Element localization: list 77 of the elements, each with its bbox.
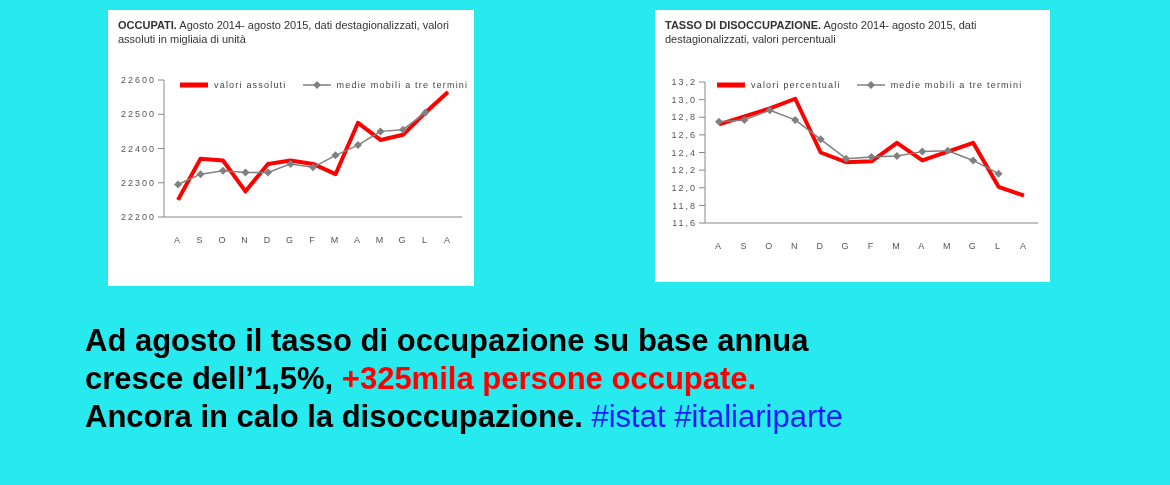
x-tick-label: A (1019, 241, 1029, 252)
y-tick-label: 22200 (120, 212, 156, 223)
text: Ad agosto il tasso di occupazione su base annua (85, 323, 809, 358)
x-tick-label: A (353, 235, 363, 246)
x-tick-label: D (263, 235, 273, 246)
point (354, 141, 362, 150)
point (174, 180, 182, 189)
chart-title: OCCUPATI. (118, 19, 177, 31)
y-tick-label: 12,6 (671, 130, 697, 141)
chart-title: TASSO DI DISOCCUPAZIONE. (665, 19, 822, 31)
point (842, 154, 851, 163)
y-tick-label: 11,8 (672, 200, 697, 211)
y-tick-label: 13,2 (671, 77, 697, 88)
point (219, 166, 227, 175)
x-tick-label: G (285, 235, 296, 246)
x-tick-label: O (765, 241, 775, 252)
x-tick-label: F (867, 241, 876, 252)
y-tick-label: 22300 (120, 177, 156, 188)
point (264, 168, 272, 177)
x-tick-label: G (841, 241, 851, 252)
x-tick-label: D (816, 241, 825, 252)
x-tick-label: L (995, 241, 1003, 252)
point (309, 163, 317, 172)
y-tick-label: 13,0 (671, 94, 697, 105)
point (286, 159, 295, 168)
point (791, 115, 800, 124)
y-tick-label: 12,8 (671, 112, 697, 123)
point (867, 152, 876, 161)
x-tick-label: N (241, 235, 250, 246)
legend-label: medie mobili a tre termini (890, 80, 1023, 90)
point (918, 147, 927, 156)
point (816, 135, 825, 144)
line-series (176, 89, 450, 202)
x-tick-label: N (791, 241, 800, 252)
x-tick-label: S (196, 235, 205, 246)
line-series (717, 96, 1026, 198)
x-tick-label: A (714, 241, 724, 252)
legend-label: valori assoluti (214, 80, 287, 90)
point (892, 152, 901, 161)
y-tick-label: 12,2 (671, 165, 697, 176)
x-tick-label: M (375, 235, 386, 246)
x-tick-label: F (309, 235, 317, 246)
point (740, 115, 749, 124)
x-tick-label: A (918, 241, 927, 252)
legend-label: valori percentuali (751, 80, 841, 90)
text: Ancora in calo la disoccupazione. (85, 399, 583, 434)
y-tick-label: 12,4 (671, 147, 697, 158)
point (331, 151, 340, 160)
x-tick-label: M (892, 241, 902, 252)
point (715, 117, 723, 126)
point (241, 168, 250, 177)
x-tick-label: L (421, 235, 430, 246)
y-tick-label: 12,0 (671, 182, 697, 193)
point (943, 146, 952, 155)
x-tick-label: G (968, 241, 978, 252)
point (969, 156, 978, 165)
y-tick-label: 22400 (120, 143, 156, 154)
point (421, 108, 430, 117)
x-tick-label: O (218, 235, 228, 246)
x-tick-label: G (398, 235, 408, 246)
x-tick-label: M (330, 235, 341, 246)
x-tick-label: M (943, 241, 953, 252)
y-tick-label: 22500 (120, 109, 156, 120)
text: +325mila persone occupate. (341, 361, 757, 396)
point (196, 170, 205, 179)
x-tick-label: S (740, 241, 749, 252)
text: cresce dell’1,5%, (85, 361, 334, 396)
y-tick-label: 11,6 (672, 218, 697, 229)
x-tick-label: A (443, 235, 453, 246)
point (765, 106, 774, 115)
point (399, 125, 407, 134)
text: #istat #italiariparte (591, 399, 844, 434)
x-tick-label: A (173, 235, 183, 246)
point (994, 169, 1003, 178)
y-tick-label: 22600 (120, 75, 156, 86)
point (376, 127, 385, 136)
legend-label: medie mobili a tre termini (336, 80, 469, 90)
